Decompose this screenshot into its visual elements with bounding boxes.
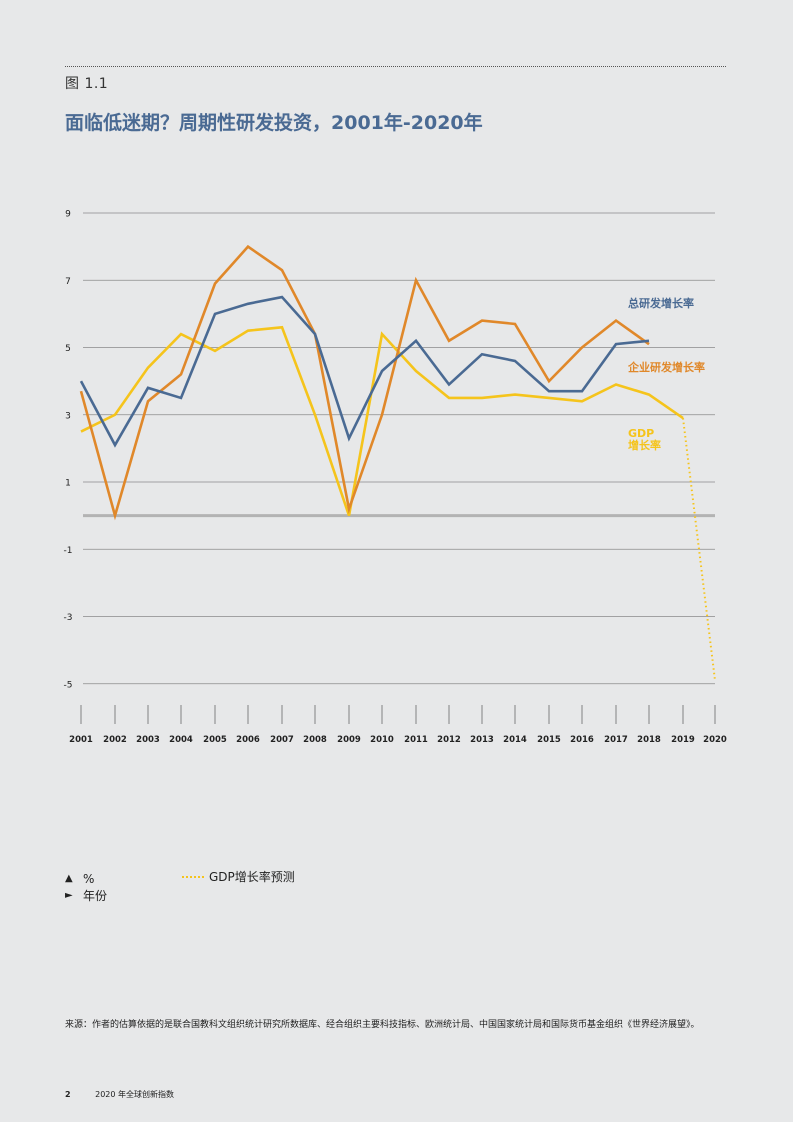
y-tick-label: 5 — [65, 344, 71, 354]
x-tick-label: 2010 — [370, 735, 394, 745]
page-number: 2 — [65, 1090, 71, 1099]
x-tick-label: 2014 — [503, 735, 527, 745]
series-line-0 — [79, 295, 650, 448]
x-tick-label: 2019 — [671, 735, 695, 745]
series-label-1: 企业研发增长率 — [627, 360, 705, 374]
series-label-0: 总研发增长率 — [628, 296, 694, 310]
series-label-line: 增长率 — [628, 438, 661, 452]
y-unit-label: % — [83, 871, 95, 886]
x-tick-label: 2008 — [303, 735, 327, 745]
x-unit-label: 年份 — [83, 889, 108, 903]
series-line-2 — [80, 325, 684, 517]
x-tick-label: 2005 — [203, 735, 227, 745]
line-chart: 9 7 5 3 1 -1 -3 -5 2001 2002 2003 2004 2005 2006 2007… — [64, 210, 727, 746]
x-tick-label: 2001 — [69, 735, 93, 745]
x-tick-label: 2015 — [537, 735, 561, 745]
y-tick-label: 7 — [65, 277, 71, 287]
top-divider — [65, 66, 726, 67]
page-footer: 2 2020 年全球创新指数 — [65, 1089, 174, 1100]
series-lines — [79, 244, 716, 681]
grid-lines — [83, 212, 715, 685]
x-tick-label: 2018 — [637, 735, 661, 745]
dotted-line-swatch — [182, 875, 204, 878]
x-tick-label: 2017 — [604, 735, 628, 745]
x-tick-label: 2009 — [337, 735, 361, 745]
publication-name: 2020 年全球创新指数 — [95, 1090, 175, 1099]
forecast-legend-label: GDP增长率预测 — [209, 870, 295, 884]
y-tick-label: -3 — [64, 613, 73, 623]
x-tick-label: 2016 — [570, 735, 594, 745]
y-tick-label: 9 — [65, 210, 71, 220]
series-label-2: GDP 增长率 — [628, 427, 661, 452]
chart-title: 面临低迷期？周期性研发投资，2001年-2020年 — [65, 112, 483, 134]
x-tick-label: 2006 — [236, 735, 260, 745]
series-line-1 — [79, 244, 650, 521]
right-triangle-icon: ► — [65, 890, 73, 901]
source-note: 来源：作者的估算依据的是联合国教科文组织统计研究所数据库、经合组织主要科技指标、… — [65, 1020, 700, 1030]
axis-unit-legend: ▲ % ► 年份 — [65, 870, 107, 904]
y-tick-label: -1 — [64, 546, 73, 556]
x-tick-label: 2003 — [136, 735, 160, 745]
forecast-legend: GDP增长率预测 — [182, 868, 295, 885]
y-tick-label: 3 — [65, 411, 71, 421]
y-tick-label: -5 — [64, 680, 73, 690]
up-triangle-icon: ▲ — [65, 873, 73, 884]
x-axis: 2001 2002 2003 2004 2005 2006 2007 2008 2009 2010… — [69, 705, 727, 745]
x-tick-label: 2007 — [270, 735, 294, 745]
y-tick-label: 1 — [65, 479, 71, 489]
x-tick-label: 2004 — [169, 735, 193, 745]
x-tick-label: 2013 — [470, 735, 494, 745]
x-tick-label: 2002 — [103, 735, 127, 745]
y-tick-labels: 9 7 5 3 1 -1 -3 -5 — [64, 210, 73, 691]
figure-label: 图 1.1 — [65, 76, 109, 92]
x-tick-label: 2012 — [437, 735, 461, 745]
series-label-line: GDP — [628, 427, 654, 440]
x-tick-label: 2020 — [703, 735, 727, 745]
x-tick-label: 2011 — [404, 735, 428, 745]
